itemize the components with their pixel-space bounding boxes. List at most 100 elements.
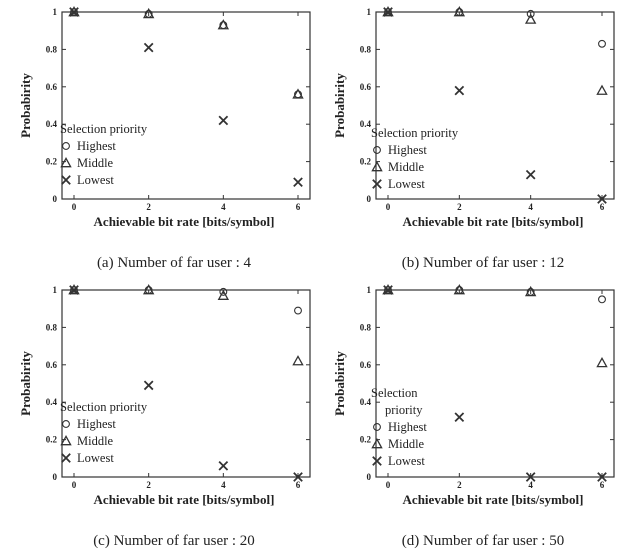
- data-point-lowest: [143, 42, 154, 53]
- panel-caption: (b) Number of far user : 12: [402, 255, 564, 271]
- y-tick-label: 0.6: [46, 360, 58, 370]
- x-tick-label: 2: [457, 202, 462, 212]
- data-point-middle: [524, 13, 537, 24]
- y-tick-label: 0.2: [360, 157, 372, 167]
- legend-marker-middle: [60, 435, 72, 446]
- data-point-lowest: [218, 460, 229, 471]
- data-point-lowest: [597, 472, 607, 482]
- y-tick-label: 0.6: [360, 360, 372, 370]
- data-point-lowest: [454, 85, 465, 96]
- legend: Selection priority Highest Middle Lowest: [371, 386, 427, 468]
- data-point-lowest: [218, 115, 229, 126]
- data-point-middle: [142, 7, 155, 19]
- chart-panel-3: 0 0.2 0.4 0.6 0.8 1 0 2 4 6 Achievable bit rate [b…: [18, 284, 311, 549]
- legend-marker-middle: [60, 157, 72, 168]
- y-axis-label: Probabirity: [332, 73, 347, 138]
- x-tick-label: 4: [221, 202, 226, 212]
- data-point-lowest: [525, 472, 536, 482]
- y-tick-label: 0.8: [46, 322, 58, 332]
- legend: Selection priority Highest Middle Lowest: [60, 122, 148, 187]
- x-tick-label: 2: [146, 202, 151, 212]
- legend-label-middle: Middle: [77, 156, 114, 170]
- data-point-lowest: [293, 177, 303, 188]
- data-point-middle: [68, 6, 80, 17]
- data-point-lowest: [383, 285, 393, 295]
- chart-panel-4: 0 0.2 0.4 0.6 0.8 1 0 2 4 6 Achievable bit rate [b…: [332, 284, 615, 549]
- legend-label-highest: Highest: [77, 417, 116, 431]
- data-point-lowest: [69, 285, 79, 295]
- legend-label-lowest: Lowest: [388, 454, 425, 468]
- chart-panel-2: 0 0.2 0.4 0.6 0.8 1 0 2 4 6 Achievable bit rate [b…: [332, 6, 615, 271]
- y-tick-label: 0: [53, 194, 58, 204]
- legend-marker-highest: [373, 423, 381, 431]
- y-tick-label: 0.6: [46, 82, 58, 92]
- x-tick-label: 6: [600, 480, 605, 490]
- data-point-middle: [453, 284, 466, 295]
- legend-marker-lowest: [372, 179, 382, 189]
- legend-label-middle: Middle: [388, 437, 425, 451]
- y-axis-label: Probabirity: [18, 351, 33, 416]
- legend-title: Selection priority: [60, 122, 148, 136]
- y-tick-label: 0.4: [360, 119, 372, 129]
- panel-caption: (c) Number of far user : 20: [93, 533, 255, 549]
- x-tick-label: 4: [528, 480, 533, 490]
- y-tick-label: 0: [53, 472, 58, 482]
- legend-label-lowest: Lowest: [388, 177, 425, 191]
- legend-marker-middle: [371, 161, 383, 172]
- data-point-lowest: [454, 412, 465, 422]
- data-point-middle: [292, 355, 304, 366]
- x-axis-label: Achievable bit rate [bits/symbol]: [403, 214, 584, 229]
- legend-marker-lowest: [372, 456, 382, 466]
- y-tick-label: 0.4: [360, 397, 372, 407]
- y-tick-label: 1: [53, 285, 58, 295]
- y-axis-label: Probabirity: [332, 351, 347, 416]
- legend-label-lowest: Lowest: [77, 173, 114, 187]
- data-point-highest: [219, 287, 228, 296]
- data-point-lowest: [293, 472, 303, 482]
- legend-title: priority: [385, 403, 423, 417]
- y-tick-label: 0.8: [46, 44, 58, 54]
- data-point-middle: [382, 284, 394, 295]
- data-point-lowest: [525, 169, 536, 180]
- y-tick-label: 0: [367, 472, 372, 482]
- legend-title: Selection: [371, 386, 418, 400]
- legend-title: Selection priority: [371, 126, 459, 140]
- chart-panel-1: 0 0.2 0.4 0.6 0.8 1 0 2 4 6 Achievable bit rate [b…: [18, 6, 311, 271]
- legend-marker-highest: [373, 146, 381, 154]
- data-point-lowest: [69, 7, 79, 17]
- data-point-highest: [598, 295, 606, 304]
- x-tick-label: 2: [457, 480, 462, 490]
- y-tick-label: 0.4: [46, 119, 58, 129]
- y-tick-label: 0: [367, 194, 372, 204]
- legend-label-highest: Highest: [77, 139, 116, 153]
- data-point-highest: [294, 306, 302, 315]
- y-tick-label: 1: [53, 7, 58, 17]
- x-tick-label: 0: [386, 202, 391, 212]
- y-tick-label: 1: [367, 7, 372, 17]
- legend-marker-highest: [62, 142, 70, 150]
- x-tick-label: 6: [600, 202, 605, 212]
- data-point-middle: [217, 19, 230, 30]
- x-tick-label: 6: [296, 480, 301, 490]
- legend-label-middle: Middle: [388, 160, 425, 174]
- data-point-middle: [524, 285, 537, 297]
- data-point-highest: [526, 9, 535, 18]
- data-point-middle: [292, 88, 304, 99]
- data-point-middle: [382, 6, 394, 17]
- data-point-lowest: [143, 380, 154, 391]
- legend: Selection priority Highest Middle Lowest: [371, 126, 459, 191]
- x-tick-label: 4: [528, 202, 533, 212]
- y-tick-label: 0.8: [360, 44, 372, 54]
- x-tick-label: 4: [221, 480, 226, 490]
- y-tick-label: 0.2: [46, 435, 58, 445]
- x-tick-label: 6: [296, 202, 301, 212]
- plot-frame: [375, 11, 615, 200]
- y-tick-label: 1: [367, 285, 372, 295]
- x-axis-label: Achievable bit rate [bits/symbol]: [403, 492, 584, 507]
- legend-label-highest: Highest: [388, 143, 427, 157]
- data-point-lowest: [383, 7, 393, 17]
- plot-frame: [61, 11, 311, 200]
- legend-label-highest: Highest: [388, 420, 427, 434]
- legend-marker-lowest: [61, 453, 71, 463]
